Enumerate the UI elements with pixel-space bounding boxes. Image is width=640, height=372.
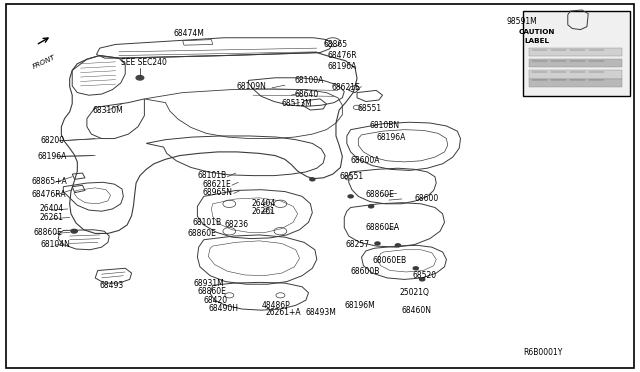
Circle shape (71, 230, 77, 233)
Circle shape (375, 242, 380, 245)
Text: 68109N: 68109N (237, 82, 267, 91)
Text: 26404: 26404 (251, 199, 275, 208)
Bar (529, 70, 622, 78)
Text: 26261: 26261 (39, 213, 63, 222)
Text: 26261: 26261 (251, 207, 275, 216)
Bar (529, 78, 622, 87)
Text: 68860EA: 68860EA (366, 223, 400, 232)
Text: LABEL: LABEL (525, 38, 550, 44)
Text: 26261+A: 26261+A (266, 308, 301, 317)
Bar (529, 59, 622, 67)
Text: 25021Q: 25021Q (400, 288, 429, 297)
Text: R6B0001Y: R6B0001Y (524, 348, 563, 357)
Text: 68100A: 68100A (294, 76, 324, 85)
Text: 68860E: 68860E (366, 190, 395, 199)
Circle shape (413, 267, 419, 270)
Text: 68600B: 68600B (351, 267, 380, 276)
Text: 68600A: 68600A (351, 155, 380, 164)
Text: 68460N: 68460N (402, 306, 432, 315)
Text: 68600: 68600 (415, 195, 439, 203)
Text: 68060EB: 68060EB (372, 256, 406, 265)
Text: 68236: 68236 (224, 221, 248, 230)
Circle shape (420, 278, 425, 281)
Text: 68520: 68520 (413, 271, 436, 280)
Text: 68420: 68420 (204, 296, 228, 305)
Text: 68474M: 68474M (173, 29, 204, 38)
Text: 68551: 68551 (339, 172, 364, 181)
Text: 68196A: 68196A (38, 152, 67, 161)
Text: 68196A: 68196A (328, 62, 357, 71)
Text: 68104N: 68104N (40, 240, 70, 249)
Circle shape (369, 205, 374, 208)
Text: 68476R: 68476R (328, 51, 357, 60)
Text: 68551: 68551 (357, 104, 381, 113)
Text: 48486P: 48486P (261, 301, 290, 310)
Text: 68931M: 68931M (193, 279, 224, 288)
Text: 68493: 68493 (100, 281, 124, 290)
Text: 68490H: 68490H (208, 304, 238, 313)
Text: 68493M: 68493M (306, 308, 337, 317)
Text: CAUTION: CAUTION (519, 29, 556, 35)
Text: 26404: 26404 (39, 205, 63, 214)
Circle shape (136, 76, 144, 80)
Text: 68513M: 68513M (282, 99, 312, 108)
Circle shape (348, 195, 353, 198)
Bar (529, 48, 622, 56)
Bar (523, 11, 630, 96)
Text: 68257: 68257 (346, 240, 370, 249)
Circle shape (396, 244, 401, 247)
Text: 68860E: 68860E (34, 228, 63, 237)
Text: SEE SEC240: SEE SEC240 (121, 58, 166, 67)
Text: 68965N: 68965N (202, 188, 232, 197)
Text: 68860E: 68860E (187, 229, 216, 238)
Text: 68101B: 68101B (197, 171, 227, 180)
Text: 68310M: 68310M (92, 106, 123, 115)
Text: 6810BN: 6810BN (370, 122, 400, 131)
Text: 68200: 68200 (40, 136, 65, 145)
Text: 68865: 68865 (323, 40, 348, 49)
Text: 68860E: 68860E (197, 287, 227, 296)
Text: 68640: 68640 (294, 90, 319, 99)
Text: 68196M: 68196M (344, 301, 375, 310)
Text: 98591M: 98591M (506, 17, 537, 26)
Text: 68476RA: 68476RA (31, 190, 66, 199)
Text: 68621E: 68621E (202, 180, 231, 189)
Text: 68196A: 68196A (376, 132, 406, 142)
Circle shape (310, 178, 315, 181)
Text: 68621E: 68621E (332, 83, 360, 92)
Text: FRONT: FRONT (32, 54, 56, 70)
Text: 68865+A: 68865+A (31, 177, 67, 186)
Text: 68101B: 68101B (192, 218, 221, 227)
